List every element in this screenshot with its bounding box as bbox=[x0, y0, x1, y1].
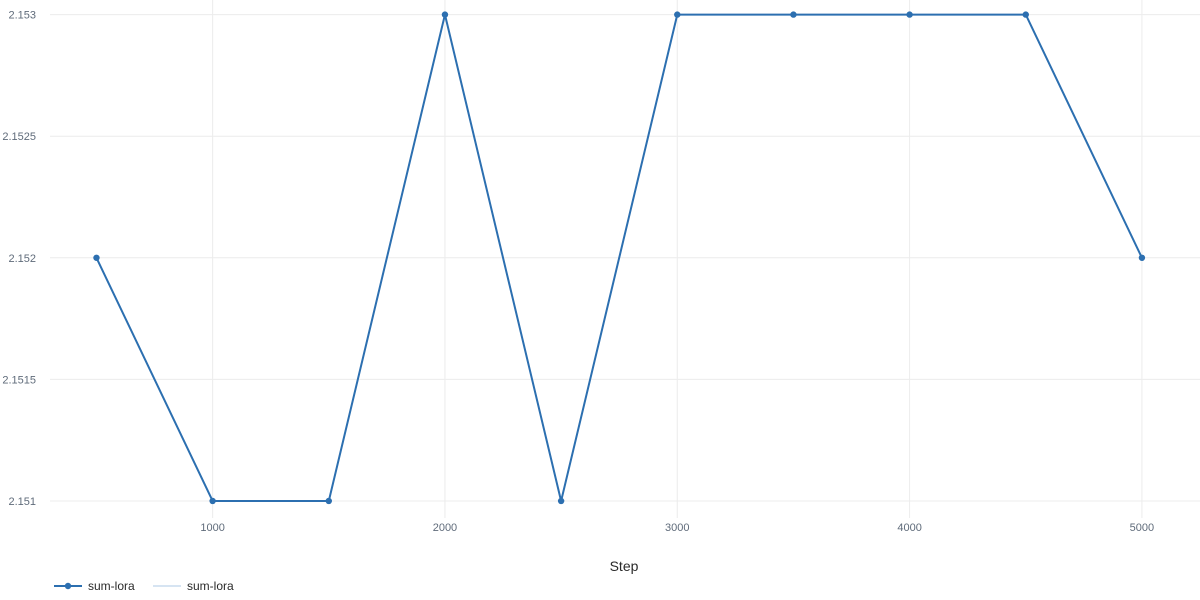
legend[interactable]: sum-lora sum-lora bbox=[54, 579, 234, 593]
legend-label: sum-lora bbox=[187, 579, 234, 593]
x-tick-label: 3000 bbox=[665, 522, 689, 534]
y-tick-label: 2.151 bbox=[8, 496, 36, 508]
legend-label: sum-lora bbox=[88, 579, 135, 593]
data-point[interactable] bbox=[674, 11, 681, 18]
grid bbox=[50, 0, 1200, 518]
x-tick-label: 1000 bbox=[200, 522, 224, 534]
x-tick-label: 5000 bbox=[1130, 522, 1154, 534]
series-layer bbox=[93, 11, 1146, 505]
data-point[interactable] bbox=[557, 497, 565, 505]
y-axis-ticks: 2.151 2.1515 2.152 2.1525 2.153 bbox=[2, 10, 36, 508]
data-point[interactable] bbox=[790, 11, 797, 18]
x-tick-label: 4000 bbox=[897, 522, 921, 534]
legend-item[interactable]: sum-lora bbox=[153, 579, 234, 593]
y-tick-label: 2.152 bbox=[8, 253, 36, 265]
data-point[interactable] bbox=[325, 497, 332, 505]
series-line[interactable] bbox=[95, 13, 1143, 502]
legend-marker bbox=[64, 582, 72, 590]
data-point[interactable] bbox=[1022, 11, 1029, 18]
y-tick-label: 2.153 bbox=[8, 10, 36, 22]
x-axis-ticks: 1000 2000 3000 4000 5000 bbox=[200, 522, 1154, 534]
y-tick-label: 2.1525 bbox=[2, 131, 36, 143]
data-point[interactable] bbox=[209, 497, 216, 505]
data-point[interactable] bbox=[1138, 254, 1146, 261]
x-axis-title: Step bbox=[610, 558, 639, 574]
y-tick-label: 2.1515 bbox=[2, 374, 36, 386]
data-point[interactable] bbox=[906, 11, 913, 18]
data-point[interactable] bbox=[441, 11, 449, 18]
x-tick-label: 2000 bbox=[433, 522, 457, 534]
legend-item[interactable]: sum-lora bbox=[54, 579, 135, 593]
data-point[interactable] bbox=[93, 254, 100, 261]
